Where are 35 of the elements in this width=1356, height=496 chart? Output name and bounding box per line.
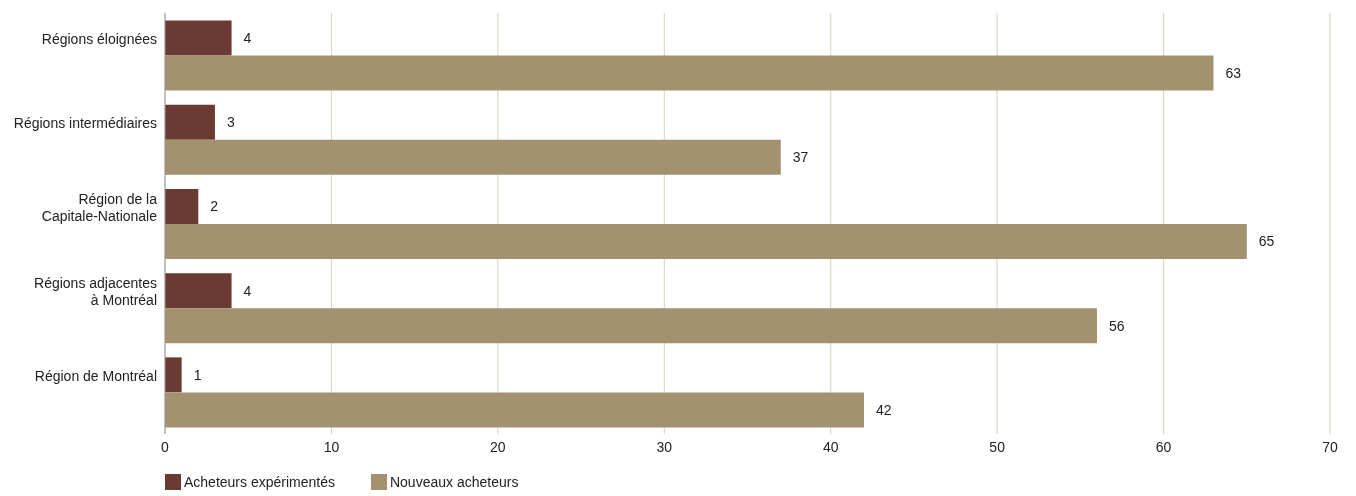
x-tick-label: 70 [1322,438,1338,455]
bar [165,223,1247,259]
bar [165,20,232,56]
data-label: 42 [876,401,892,418]
y-tick-label: Régions éloignées [41,31,157,47]
bar [165,308,1097,344]
bar [165,139,781,175]
data-label: 37 [792,149,809,166]
bar [165,55,1214,91]
data-label: 3 [226,114,235,131]
y-tick-label: Région de la Capitale-Nationale [41,190,158,224]
data-label: 56 [1109,317,1125,334]
y-tick-label: Régions intermédiaires [13,115,157,132]
x-tick-label: 10 [323,438,340,455]
x-tick-label: 50 [989,438,1006,455]
bar [165,357,182,393]
data-label: 4 [243,30,252,47]
y-tick-label: Régions adjacentes à Montréal [34,275,157,309]
y-tick-label: Région de Montréal [34,367,157,384]
bar [165,392,864,428]
x-tick-label: 0 [161,438,170,455]
x-tick-label: 20 [490,438,506,455]
bar [165,273,232,309]
bar [165,188,199,224]
data-label: 2 [210,198,219,215]
data-label: 1 [193,366,202,383]
legend-label: Nouveaux acheteurs [388,474,519,490]
data-label: 65 [1258,233,1275,250]
bar [165,104,215,140]
x-tick-label: 30 [656,438,673,455]
x-tick-label: 40 [822,438,839,455]
x-tick-label: 60 [1155,438,1172,455]
data-label: 4 [243,282,252,299]
legend-label: Acheteurs expérimentés [183,474,335,490]
data-label: 63 [1225,65,1242,82]
